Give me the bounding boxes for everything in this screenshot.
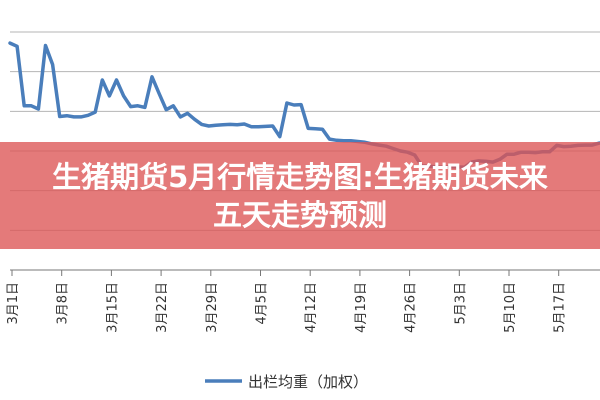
x-tick-label: 4月12日	[304, 282, 319, 333]
x-tick-label: 4月26日	[404, 282, 419, 333]
banner-title: 生猪期货5月行情走势图:生猪期货未来五天走势预测	[52, 159, 548, 232]
x-tick-label: 5月3日	[453, 282, 468, 325]
x-tick-labels: 3月1日 3月8日 3月15日 3月22日 3月29日 4月5日 4月12日 4月19日 4月2…	[6, 282, 568, 333]
legend-label: 出栏均重（加权）	[248, 373, 368, 391]
x-tick-label: 4月19日	[354, 282, 369, 333]
x-tick-label: 3月8日	[56, 282, 71, 325]
x-axis	[10, 269, 600, 276]
x-tick-label: 3月1日	[6, 282, 21, 325]
x-tick-label: 5月10日	[503, 282, 518, 333]
x-tick-label: 3月15日	[105, 282, 120, 333]
x-tick-label: 3月29日	[205, 282, 220, 333]
x-tick-label: 5月17日	[553, 282, 568, 333]
title-banner: 生猪期货5月行情走势图:生猪期货未来五天走势预测	[0, 142, 600, 249]
x-tick-label: 4月5日	[255, 282, 270, 325]
legend: 出栏均重（加权）	[205, 373, 368, 391]
x-tick-label: 3月22日	[155, 282, 170, 333]
